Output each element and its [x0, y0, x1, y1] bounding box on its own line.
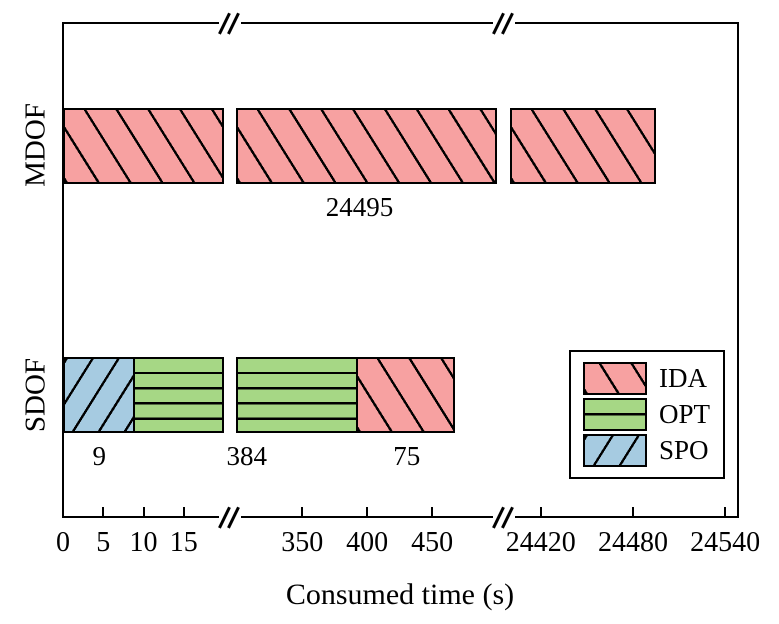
x-tick-label: 24420 — [505, 527, 576, 558]
x-tick — [631, 507, 634, 516]
axis-break-icon — [218, 12, 241, 34]
x-tick — [431, 507, 434, 516]
x-tick-label: 24480 — [597, 527, 668, 558]
legend-row-opt: OPT — [583, 398, 711, 431]
bar-segment-ida-mdof — [236, 108, 497, 184]
bar-segment-ida-mdof — [63, 108, 224, 184]
x-tick — [142, 507, 145, 516]
bar-segment-ida-mdof — [510, 108, 656, 184]
y-category-label-sdof: SDOF — [19, 357, 52, 433]
x-tick-label: 400 — [346, 527, 389, 558]
bar-value-label: 384 — [226, 441, 268, 471]
x-tick-label: 24540 — [690, 527, 761, 558]
legend-swatch-opt — [583, 398, 647, 431]
x-tick — [182, 507, 185, 516]
bar-segment-ida-sdof — [356, 357, 456, 433]
legend-label: SPO — [659, 435, 709, 465]
x-tick — [724, 507, 727, 516]
x-tick — [539, 507, 542, 516]
x-tick — [301, 507, 304, 516]
x-tick-label: 5 — [96, 527, 111, 558]
x-axis-title: Consumed time (s) — [285, 578, 515, 611]
x-tick-label: 350 — [281, 527, 324, 558]
axis-break-icon — [491, 12, 515, 34]
legend-label: OPT — [659, 399, 711, 429]
bar-value-label: 9 — [92, 441, 106, 471]
bar-value-label: 75 — [393, 441, 421, 471]
y-category-label-mdof: MDOF — [19, 103, 52, 187]
x-tick-label: 450 — [411, 527, 454, 558]
x-tick-label: 0 — [56, 527, 70, 558]
x-tick-label: 15 — [169, 527, 198, 558]
legend: IDA OPT SPO — [569, 350, 725, 479]
axis-break-icon — [491, 506, 515, 528]
legend-swatch-ida — [583, 362, 647, 395]
bar-segment-opt-sdof — [133, 357, 224, 433]
x-tick — [102, 507, 105, 516]
legend-label: IDA — [659, 363, 707, 393]
bar-segment-opt-sdof — [236, 357, 359, 433]
legend-row-spo: SPO — [583, 434, 711, 467]
axis-break-icon — [218, 506, 241, 528]
bar-value-label: 24495 — [325, 192, 394, 222]
legend-swatch-spo — [583, 434, 647, 467]
x-tick — [62, 507, 64, 516]
legend-row-ida: IDA — [583, 362, 711, 395]
bar-segment-spo-sdof — [63, 357, 136, 433]
x-tick — [366, 507, 369, 516]
x-tick-label: 10 — [129, 527, 158, 558]
